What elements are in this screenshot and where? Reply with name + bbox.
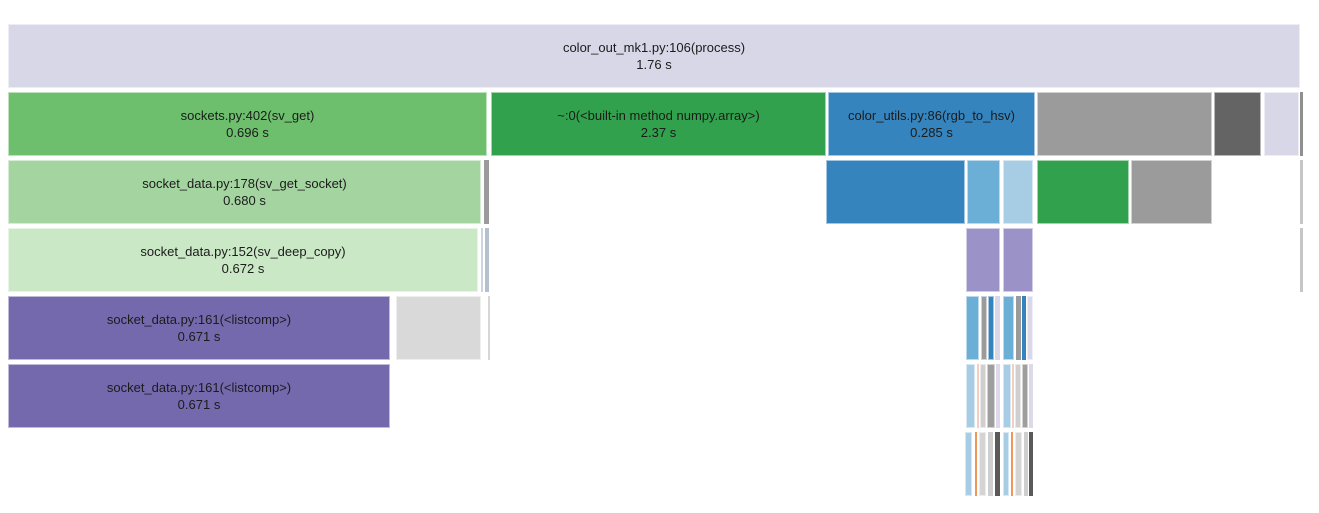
frame-unlabeled-stripe[interactable] (1012, 364, 1014, 428)
frame-unlabeled-blue[interactable] (826, 160, 965, 224)
frame-unlabeled-darkgray[interactable] (1214, 92, 1261, 156)
frame-unlabeled-gray[interactable] (1037, 92, 1212, 156)
frame-label: sockets.py:402(sv_get) (180, 108, 315, 123)
frame-unlabeled-stripe[interactable] (1027, 296, 1033, 360)
frame-unlabeled-stripe[interactable] (1015, 364, 1021, 428)
frame-unlabeled-stripe[interactable] (1003, 296, 1014, 360)
frame-time: 0.672 s (221, 261, 265, 276)
frame-unlabeled-gray[interactable] (1131, 160, 1212, 224)
frame-sv-deep-copy[interactable]: socket_data.py:152(sv_deep_copy) 0.672 s (8, 228, 478, 292)
frame-time: 0.680 s (223, 193, 266, 208)
frame-listcomp-2[interactable]: socket_data.py:161(<listcomp>) 0.671 s (8, 364, 390, 428)
frame-unlabeled-purple[interactable] (966, 228, 1000, 292)
frame-unlabeled-stripe[interactable] (981, 296, 987, 360)
frame-rgb-to-hsv[interactable]: color_utils.py:86(rgb_to_hsv) 0.285 s (828, 92, 1035, 156)
frame-unlabeled-stripe[interactable] (1016, 296, 1021, 360)
frame-unlabeled-stripe[interactable] (979, 432, 986, 496)
frame-unlabeled-purple[interactable] (1003, 228, 1033, 292)
frame-unlabeled-stripe[interactable] (975, 432, 977, 496)
frame-unlabeled-lavender[interactable] (1264, 92, 1299, 156)
frame-unlabeled-stripe[interactable] (1022, 296, 1026, 360)
frame-unlabeled-stripe[interactable] (995, 432, 1000, 496)
frame-unlabeled-stripe[interactable] (1011, 432, 1013, 496)
frame-time: 0.285 s (910, 125, 953, 140)
frame-label: socket_data.py:178(sv_get_socket) (142, 176, 347, 191)
frame-listcomp-1[interactable]: socket_data.py:161(<listcomp>) 0.671 s (8, 296, 390, 360)
frame-unlabeled-green[interactable] (1037, 160, 1129, 224)
frame-time: 0.671 s (177, 329, 221, 344)
frame-label: color_out_mk1.py:106(process) (562, 40, 746, 55)
frame-unlabeled-stripe[interactable] (1029, 432, 1033, 496)
frame-unlabeled-sliver[interactable] (485, 228, 489, 292)
frame-unlabeled-stripe[interactable] (1003, 432, 1009, 496)
frame-unlabeled-stripe[interactable] (1022, 364, 1028, 428)
frame-unlabeled-sliver[interactable] (484, 160, 489, 224)
frame-unlabeled-stripe[interactable] (1024, 432, 1028, 496)
frame-time: 1.76 s (636, 57, 672, 72)
frame-label: socket_data.py:161(<listcomp>) (106, 380, 292, 395)
frame-unlabeled-lightblue[interactable] (1003, 160, 1033, 224)
frame-unlabeled-midblue[interactable] (967, 160, 1000, 224)
frame-time: 0.671 s (177, 397, 221, 412)
frame-unlabeled-lightgray[interactable] (396, 296, 481, 360)
frame-unlabeled-stripe[interactable] (987, 364, 995, 428)
frame-label: socket_data.py:152(sv_deep_copy) (140, 244, 346, 259)
frame-unlabeled-stripe[interactable] (977, 364, 979, 428)
frame-unlabeled-stripe[interactable] (988, 432, 993, 496)
frame-label: color_utils.py:86(rgb_to_hsv) (848, 108, 1015, 123)
frame-process[interactable]: color_out_mk1.py:106(process) 1.76 s (8, 24, 1300, 88)
frame-unlabeled-stripe[interactable] (980, 364, 986, 428)
frame-label: socket_data.py:161(<listcomp>) (106, 312, 292, 327)
frame-time: 2.37 s (640, 125, 677, 140)
frame-unlabeled-stripe[interactable] (966, 364, 975, 428)
frame-unlabeled-sliver[interactable] (1300, 160, 1303, 224)
frame-unlabeled-sliver[interactable] (1300, 228, 1303, 292)
frame-unlabeled-stripe[interactable] (996, 364, 1000, 428)
frame-unlabeled-stripe[interactable] (1015, 432, 1022, 496)
frame-unlabeled-stripe[interactable] (966, 296, 979, 360)
frame-unlabeled-sliver[interactable] (1300, 92, 1303, 156)
frame-unlabeled-sliver[interactable] (488, 296, 490, 360)
frame-time: 0.696 s (226, 125, 269, 140)
frame-unlabeled-sliver[interactable] (481, 228, 483, 292)
frame-sv-get-socket[interactable]: socket_data.py:178(sv_get_socket) 0.680 s (8, 160, 481, 224)
frame-unlabeled-stripe[interactable] (1003, 364, 1011, 428)
frame-label: ~:0(<built-in method numpy.array>) (557, 108, 760, 123)
frame-unlabeled-stripe[interactable] (995, 296, 1000, 360)
frame-unlabeled-stripe[interactable] (965, 432, 972, 496)
frame-numpy-array[interactable]: ~:0(<built-in method numpy.array>) 2.37 s (491, 92, 826, 156)
frame-unlabeled-stripe[interactable] (988, 296, 994, 360)
frame-unlabeled-stripe[interactable] (1029, 364, 1033, 428)
frame-sv-get[interactable]: sockets.py:402(sv_get) 0.696 s (8, 92, 487, 156)
